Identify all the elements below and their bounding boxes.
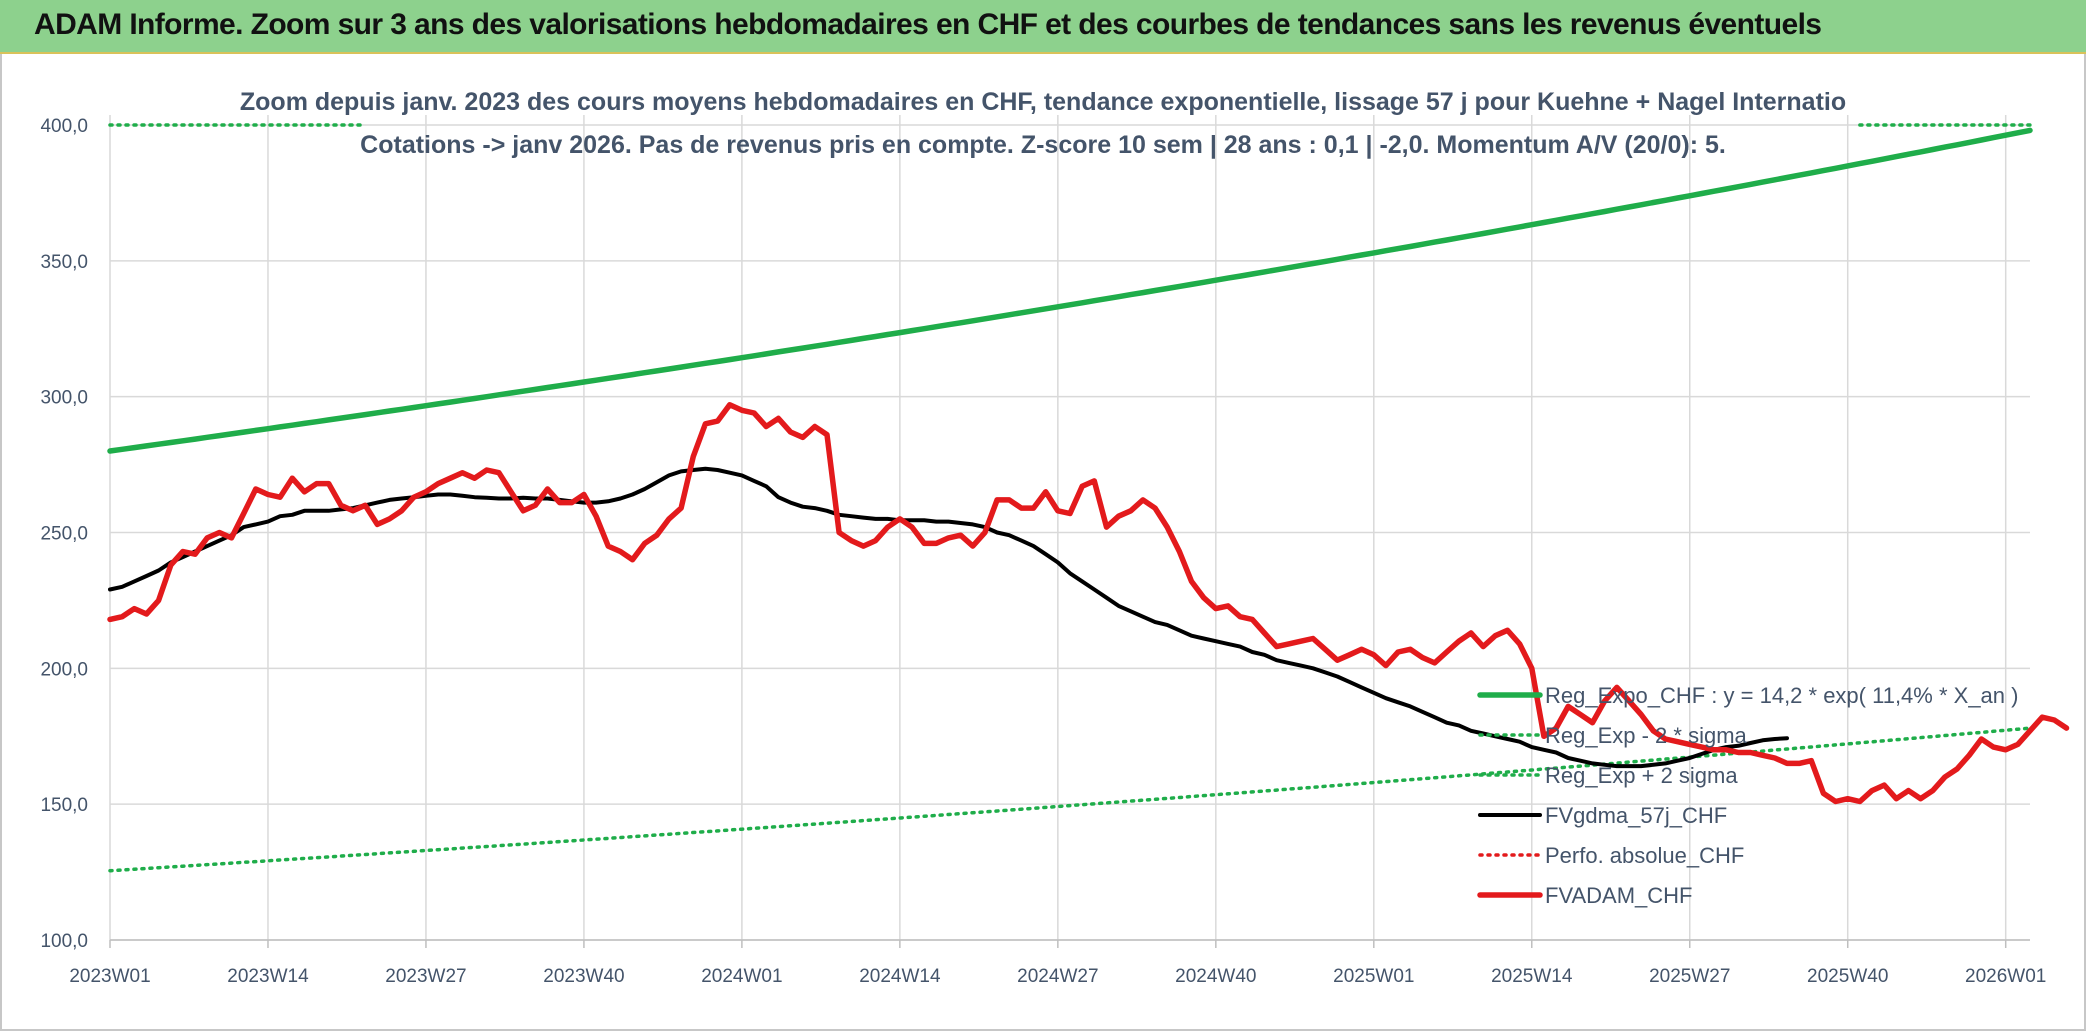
x-tick-label: 2023W01 <box>69 966 150 987</box>
subtitle-line-1: Zoom depuis janv. 2023 des cours moyens … <box>240 88 1846 116</box>
x-tick-label: 2023W27 <box>385 966 466 987</box>
y-tick-label: 400,0 <box>40 116 88 137</box>
plot-series <box>107 123 2070 873</box>
legend-label: Reg_Exp + 2 sigma <box>1545 763 1738 788</box>
series-line-0 <box>107 127 2033 454</box>
y-tick-label: 250,0 <box>40 524 88 545</box>
legend-label: Perfo. absolue_CHF <box>1545 843 1744 868</box>
series-line-3 <box>108 466 1789 769</box>
x-tick-label: 2024W14 <box>859 966 941 987</box>
legend-label: FVgdma_57j_CHF <box>1545 803 1727 828</box>
x-tick-label: 2026W01 <box>1965 966 2046 987</box>
chart-subtitle: Zoom depuis janv. 2023 des cours moyens … <box>240 88 1846 159</box>
title-banner: ADAM Informe. Zoom sur 3 ans des valoris… <box>0 0 2086 54</box>
x-tick-label: 2023W40 <box>543 966 624 987</box>
y-tick-label: 200,0 <box>40 659 88 680</box>
gridlines <box>109 115 2030 941</box>
x-tick-label: 2025W40 <box>1807 966 1888 987</box>
y-axis: 100,0 150,0 200,0 250,0 300,0 350,0 400,0 <box>40 116 88 952</box>
series-line-1 <box>108 726 2032 873</box>
legend: Reg_Expo_CHF : y = 14,2 * exp( 11,4% * X… <box>1477 683 2018 908</box>
subtitle-line-2: Cotations -> janv 2026. Pas de revenus p… <box>360 131 1726 159</box>
report-title: ADAM Informe. Zoom sur 3 ans des valoris… <box>34 8 1822 41</box>
y-tick-label: 350,0 <box>40 252 88 273</box>
x-tick-label: 2025W01 <box>1333 966 1414 987</box>
y-tick-label: 100,0 <box>40 931 88 952</box>
x-tick-label: 2025W14 <box>1491 966 1573 987</box>
x-axis: 2023W01 2023W14 2023W27 2023W40 2024W01 2024W… <box>69 939 2046 987</box>
legend-label: FVADAM_CHF <box>1545 883 1693 908</box>
x-tick-label: 2024W27 <box>1017 966 1098 987</box>
x-tick-label: 2024W01 <box>701 966 782 987</box>
x-tick-label: 2023W14 <box>227 966 309 987</box>
x-tick-label: 2024W40 <box>1175 966 1256 987</box>
y-tick-label: 150,0 <box>40 795 88 816</box>
y-tick-label: 300,0 <box>40 388 88 409</box>
series-line-5 <box>107 402 2070 805</box>
legend-label: Reg_Exp - 2 * sigma <box>1545 723 1748 748</box>
legend-label: Reg_Expo_CHF : y = 14,2 * exp( 11,4% * X… <box>1545 683 2018 708</box>
x-tick-label: 2025W27 <box>1649 966 1730 987</box>
